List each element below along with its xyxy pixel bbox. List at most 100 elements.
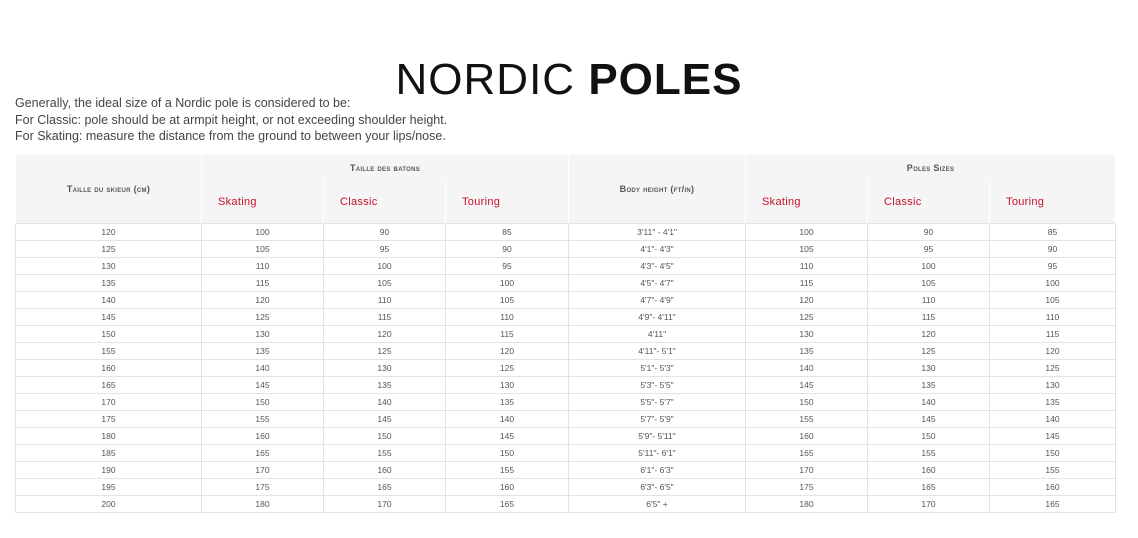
table-cell: 140	[201, 359, 324, 377]
table-cell: 110	[444, 308, 570, 326]
table-cell: 145	[15, 308, 202, 326]
table-cell: 135	[989, 393, 1117, 411]
table-row: 170 150 140 135 5'5"- 5'7" 150 140 135	[15, 393, 1117, 411]
header-group-en: Poles Sizes	[745, 155, 1117, 180]
table-cell: 5'7"- 5'9"	[568, 410, 747, 428]
table-cell: 125	[989, 359, 1117, 377]
table-cell: 165	[201, 444, 324, 462]
table-cell: 140	[867, 393, 991, 411]
table-cell: 180	[201, 495, 324, 513]
table-cell: 4'9"- 4'11"	[568, 308, 747, 326]
table-cell: 100	[201, 223, 324, 241]
table-cell: 115	[323, 308, 446, 326]
table-cell: 135	[745, 342, 869, 360]
header-touring: Touring	[989, 180, 1117, 224]
table-cell: 110	[745, 257, 869, 275]
table-cell: 115	[201, 274, 324, 292]
table-row: 165 145 135 130 5'3"- 5'5" 145 135 130	[15, 376, 1117, 394]
table-cell: 4'3"- 4'5"	[568, 257, 747, 275]
table-cell: 170	[323, 495, 446, 513]
table-cell: 105	[867, 274, 991, 292]
table-cell: 165	[15, 376, 202, 394]
table-cell: 125	[323, 342, 446, 360]
title-bold: POLES	[588, 55, 743, 105]
table-cell: 110	[989, 308, 1117, 326]
table-cell: 6'5" +	[568, 495, 747, 513]
table-row: 195 175 165 160 6'3"- 6'5" 175 165 160	[15, 478, 1117, 496]
table-row: 200 180 170 165 6'5" +180 170 165	[15, 495, 1117, 513]
table-cell: 170	[15, 393, 202, 411]
table-cell: 130	[444, 376, 570, 394]
table-cell: 5'9"- 5'11"	[568, 427, 747, 445]
table-cell: 160	[444, 478, 570, 496]
table-cell: 135	[867, 376, 991, 394]
table-cell: 100	[323, 257, 446, 275]
table-cell: 3'11" - 4'1"	[568, 223, 747, 241]
table-cell: 110	[323, 291, 446, 309]
table-cell: 170	[745, 461, 869, 479]
table-cell: 130	[867, 359, 991, 377]
table-cell: 140	[989, 410, 1117, 428]
title-light: NORDIC	[395, 55, 589, 105]
table-cell: 105	[444, 291, 570, 309]
table-cell: 120	[15, 223, 202, 241]
table-cell: 6'1"- 6'3"	[568, 461, 747, 479]
table-cell: 130	[15, 257, 202, 275]
header-skating: Skating	[201, 180, 324, 224]
table-cell: 95	[323, 240, 446, 258]
intro-line: For Skating: measure the distance from t…	[15, 129, 446, 143]
table-cell: 155	[745, 410, 869, 428]
table-cell: 100	[444, 274, 570, 292]
table-row: 190 170 160 155 6'1"- 6'3" 170 160 155	[15, 461, 1117, 479]
table-cell: 130	[989, 376, 1117, 394]
table-cell: 150	[201, 393, 324, 411]
table-cell: 140	[745, 359, 869, 377]
table-cell: 145	[989, 427, 1117, 445]
table-cell: 150	[989, 444, 1117, 462]
table-cell: 100	[989, 274, 1117, 292]
table-cell: 175	[201, 478, 324, 496]
table-row: 150 130 120 115 4'11" 130 120 115	[15, 325, 1117, 343]
header-skier-height: Taille du skieur (cm)	[15, 155, 202, 224]
table-cell: 135	[15, 274, 202, 292]
table-cell: 165	[323, 478, 446, 496]
table-cell: 145	[867, 410, 991, 428]
table-row: 125 105 95 90 4'1"- 4'3" 105 95 90	[15, 240, 1117, 258]
table-cell: 165	[444, 495, 570, 513]
table-cell: 140	[444, 410, 570, 428]
table-cell: 120	[745, 291, 869, 309]
table-cell: 195	[15, 478, 202, 496]
table-row: 140 120 110 105 4'7"- 4'9" 120 110 105	[15, 291, 1117, 309]
table-cell: 190	[15, 461, 202, 479]
table-cell: 155	[989, 461, 1117, 479]
table-cell: 90	[867, 223, 991, 241]
table-row: 180 160 150 145 5'9"- 5'11" 160 150 145	[15, 427, 1117, 445]
table-row: 135 115 105 100 4'5"- 4'7" 115 105 100	[15, 274, 1117, 292]
table-cell: 200	[15, 495, 202, 513]
table-cell: 120	[867, 325, 991, 343]
table-cell: 165	[989, 495, 1117, 513]
table-cell: 110	[867, 291, 991, 309]
table-cell: 130	[745, 325, 869, 343]
table-cell: 160	[201, 427, 324, 445]
table-cell: 160	[323, 461, 446, 479]
table-cell: 5'3"- 5'5"	[568, 376, 747, 394]
header-skating: Skating	[745, 180, 869, 224]
table-cell: 105	[745, 240, 869, 258]
table-cell: 115	[989, 325, 1117, 343]
table-cell: 150	[15, 325, 202, 343]
table-cell: 125	[444, 359, 570, 377]
header-body-height: Body height (ft/in)	[568, 155, 747, 224]
table-cell: 145	[201, 376, 324, 394]
table-cell: 90	[444, 240, 570, 258]
page-title: NORDIC POLES	[0, 55, 1138, 105]
table-row: 160 140 130 125 5'1"- 5'3" 140 130 125	[15, 359, 1117, 377]
table-cell: 95	[867, 240, 991, 258]
table-cell: 95	[989, 257, 1117, 275]
table-cell: 140	[323, 393, 446, 411]
table-cell: 185	[15, 444, 202, 462]
table-cell: 90	[989, 240, 1117, 258]
table-cell: 5'11"- 6'1"	[568, 444, 747, 462]
size-chart-table: Taille du skieur (cm) Taille des batons …	[15, 155, 1117, 513]
table-cell: 110	[201, 257, 324, 275]
